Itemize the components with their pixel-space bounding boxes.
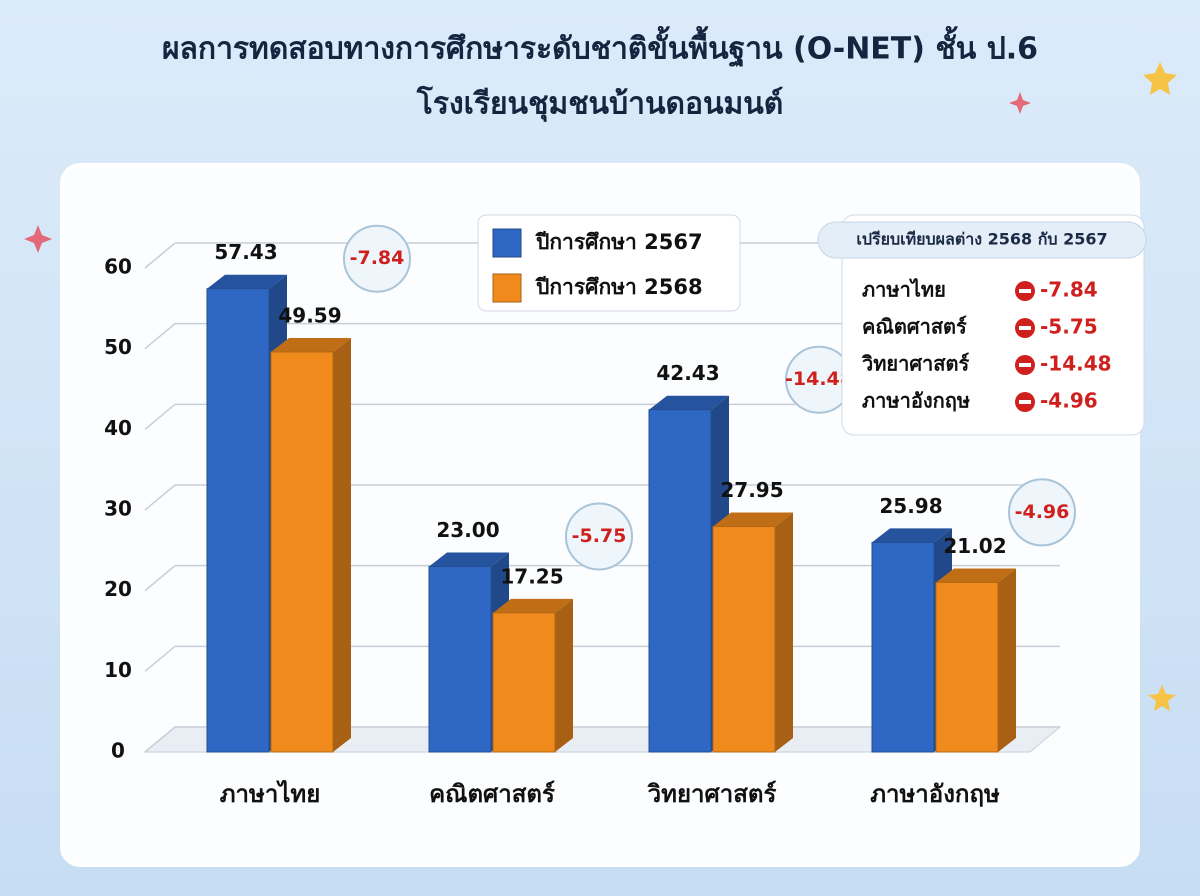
bar [492,598,573,753]
x-tick-label: คณิตศาสตร์ [429,780,555,808]
grid-line [144,322,1060,350]
bar-top [493,598,573,613]
minus-bar [1019,363,1031,367]
chart-title: ผลการทดสอบทางการศึกษาระดับชาติขั้นพื้นฐา… [162,26,1038,69]
data-label: 17.25 [500,564,563,588]
bar-top [207,274,287,289]
bar-front [492,612,556,753]
minus-bar [1019,400,1031,404]
y-tick-label: 20 [104,577,132,601]
legend-swatch [492,228,522,258]
x-tick-label: ภาษาไทย [220,779,321,808]
bar-top [713,512,793,527]
bar-side [555,598,573,752]
difference-bubble [343,224,411,293]
difference-label: -4.96 [1015,501,1070,523]
data-label: 42.43 [656,361,719,385]
difference-category: คณิตศาสตร์ [862,315,967,339]
star [1148,685,1176,711]
difference-bubble [565,502,633,571]
star [1143,62,1177,95]
bar-top [271,337,351,352]
bar-side [333,337,351,752]
bar-front [648,409,712,753]
bar-front [206,288,270,753]
difference-bubble [1008,478,1076,547]
x-tick-label: วิทยาศาสตร์ [647,780,776,808]
bar-front [712,526,776,753]
difference-value: -7.84 [1040,278,1098,302]
minus-bar [1019,289,1031,293]
bar-front [428,565,492,753]
data-label: 49.59 [278,303,341,327]
legend-label: ปีการศึกษา 2567 [534,230,702,254]
bar [648,395,729,753]
data-label: 27.95 [720,478,783,502]
bar [935,568,1016,753]
bar-front [270,351,334,753]
sparkle [24,225,52,253]
difference-category: ภาษาไทย [862,278,946,302]
x-tick-label: ภาษาอังกฤษ [870,780,1000,808]
grid-line [144,484,1060,511]
bar-top [649,395,729,410]
bar-front [871,541,935,753]
bar-top [936,568,1016,583]
difference-value: -5.75 [1040,315,1098,339]
difference-category: วิทยาศาสตร์ [861,352,969,376]
difference-title: เปรียบเทียบผลต่าง 2568 กับ 2567 [856,230,1107,249]
difference-header [817,221,1147,259]
data-label: 25.98 [879,494,942,518]
y-tick-label: 0 [111,739,125,763]
legend-swatch [492,273,522,303]
difference-label: -5.75 [572,525,627,547]
y-tick-label: 40 [104,416,132,440]
difference-value: -14.48 [1040,352,1112,376]
y-tick-label: 60 [104,255,132,279]
data-label: 21.02 [943,534,1006,558]
bar-top [429,552,509,567]
y-tick-label: 30 [104,497,132,521]
bar-front [935,581,999,753]
legend-box [477,214,741,312]
difference-label: -14.48 [785,368,853,390]
sparkle [1009,92,1031,114]
difference-label: -7.84 [350,247,405,269]
bar [270,337,351,753]
grid-line [144,242,1060,269]
difference-category: ภาษาอังกฤษ [862,389,970,413]
legend-label: ปีการศึกษา 2568 [534,275,702,299]
bar [712,512,793,753]
difference-value: -4.96 [1040,389,1098,413]
y-tick-label: 10 [104,658,132,682]
difference-panel [841,214,1145,436]
chart-subtitle: โรงเรียนชุมชนบ้านดอนมนต์ [416,85,784,123]
bar-side [775,512,793,752]
minus-bar [1019,326,1031,330]
bar-top [872,528,952,543]
y-tick-label: 50 [104,335,132,359]
data-label: 23.00 [436,518,499,542]
grid-line [144,403,1060,430]
bar-side [998,568,1016,752]
data-label: 57.43 [214,240,277,264]
